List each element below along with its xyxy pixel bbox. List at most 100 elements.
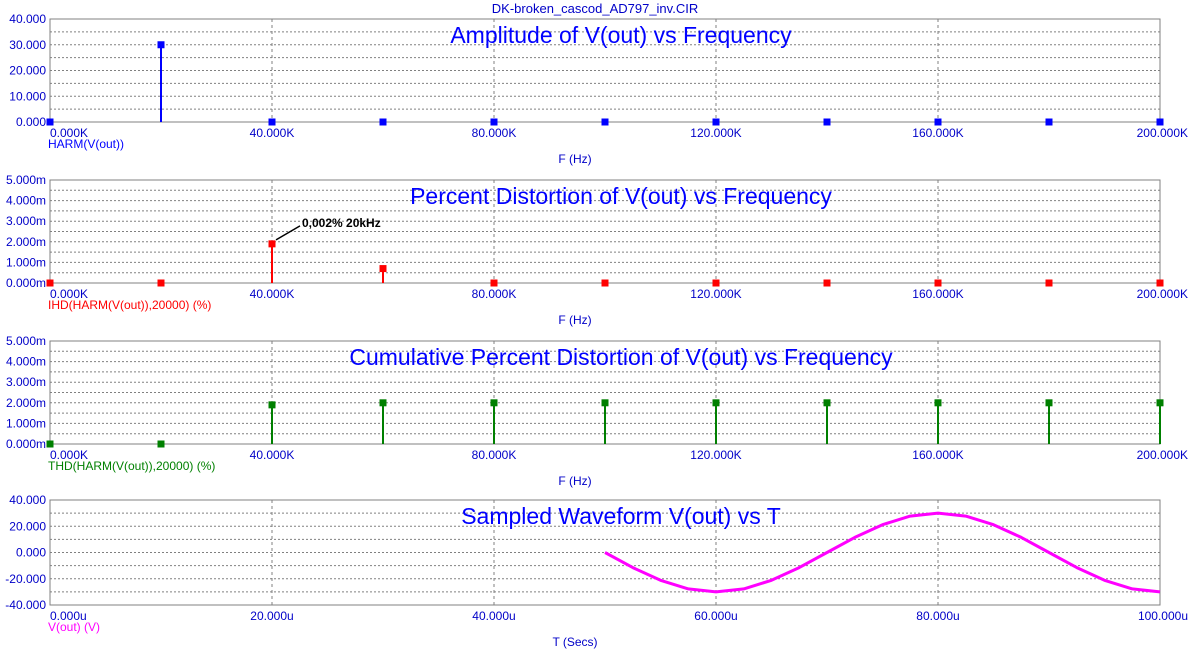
x-tick-label: 100.000u (1138, 609, 1188, 623)
bar-marker (1045, 279, 1053, 287)
y-tick-label: 20.000 (9, 519, 46, 533)
bar-marker (46, 440, 54, 448)
bar-marker (601, 279, 609, 287)
bar-marker (1045, 399, 1053, 407)
x-axis-label: T (Secs) (552, 635, 597, 649)
bar-marker (157, 279, 165, 287)
y-tick-label: 0.000m (6, 276, 46, 290)
x-tick-label: 80.000K (472, 126, 517, 140)
bar-marker (490, 279, 498, 287)
x-tick-label: 160.000K (912, 287, 963, 301)
x-tick-label: 0.000K (50, 287, 88, 301)
bar-marker (601, 399, 609, 407)
bar-marker (490, 118, 498, 126)
x-tick-label: 80.000K (472, 448, 517, 462)
series-label: V(out) (V) (48, 620, 100, 634)
series-label: THD(HARM(V(out)),20000) (%) (48, 459, 215, 473)
y-tick-label: 0.000 (16, 115, 46, 129)
y-tick-label: -40.000 (5, 598, 46, 612)
x-tick-label: 40.000K (250, 126, 295, 140)
plot-title: Sampled Waveform V(out) vs T (461, 503, 781, 529)
plot-panel-2: 0.000m 1.000m 2.000m 3.000m 4.000m 5.000m 0.00… (6, 173, 1188, 327)
plot-panel-3: 0.000m 1.000m 2.000m 3.000m 4.000m 5.000m 0.00… (6, 334, 1188, 488)
bar-marker (46, 118, 54, 126)
x-tick-label: 200.000K (1137, 448, 1188, 462)
x-tick-label: 160.000K (912, 126, 963, 140)
bar-marker (268, 401, 276, 409)
x-tick-label: 0.000K (50, 126, 88, 140)
bar-marker (823, 279, 831, 287)
x-tick-label: 160.000K (912, 448, 963, 462)
y-tick-label: 40.000 (9, 12, 46, 26)
series-line (604, 511, 1161, 594)
x-tick-label: 80.000K (472, 287, 517, 301)
plot-frame (49, 499, 1161, 606)
y-tick-label: 2.000m (6, 235, 46, 249)
y-tick-label: 3.000m (6, 375, 46, 389)
x-tick-label: 200.000K (1137, 126, 1188, 140)
bar-marker (934, 399, 942, 407)
bar-marker (46, 279, 54, 287)
y-tick-label: 0.000 (16, 546, 46, 560)
bar-marker (712, 118, 720, 126)
bar-marker (601, 118, 609, 126)
bar-marker (268, 118, 276, 126)
plot-title: Percent Distortion of V(out) vs Frequenc… (410, 183, 832, 209)
y-tick-label: 5.000m (6, 334, 46, 348)
x-axis-label: F (Hz) (558, 313, 591, 327)
y-tick-label: 5.000m (6, 173, 46, 187)
plot-panel-1: 0.000 10.000 20.000 30.000 40.000 0.000K 40.00… (9, 12, 1188, 166)
bar-marker (157, 41, 165, 49)
x-axis-label: F (Hz) (558, 474, 591, 488)
bar-marker (157, 440, 165, 448)
x-tick-label: 200.000K (1137, 287, 1188, 301)
x-tick-label: 40.000K (250, 287, 295, 301)
bar-marker (490, 399, 498, 407)
y-tick-label: 4.000m (6, 194, 46, 208)
x-tick-label: 120.000K (690, 448, 741, 462)
bar-marker (1156, 279, 1164, 287)
x-tick-label: 60.000u (694, 609, 737, 623)
x-tick-label: 20.000u (250, 609, 293, 623)
x-tick-label: 40.000K (250, 448, 295, 462)
bar-marker (1045, 118, 1053, 126)
bar-marker (379, 118, 387, 126)
x-axis-label: F (Hz) (558, 152, 591, 166)
bar-marker (268, 240, 276, 248)
x-tick-label: 120.000K (690, 126, 741, 140)
y-tick-label: 1.000m (6, 416, 46, 430)
plot-title: Cumulative Percent Distortion of V(out) … (349, 344, 893, 370)
annotation-leader (275, 225, 301, 241)
y-tick-label: 0.000m (6, 437, 46, 451)
bar-marker (712, 399, 720, 407)
annotation-label: 0,002% 20kHz (302, 216, 381, 230)
y-tick-label: 3.000m (6, 214, 46, 228)
bar-marker (823, 118, 831, 126)
y-tick-label: 30.000 (9, 38, 46, 52)
bar-marker (379, 265, 387, 273)
y-tick-label: 20.000 (9, 64, 46, 78)
bar-marker (712, 279, 720, 287)
y-tick-label: 40.000 (9, 493, 46, 507)
x-tick-label: 40.000u (472, 609, 515, 623)
y-tick-label: -20.000 (5, 572, 46, 586)
x-tick-label: 120.000K (690, 287, 741, 301)
plot-panel-4: -40.000 -20.000 0.000 20.000 40.000 0.000u 20.… (5, 493, 1188, 649)
series-label: HARM(V(out)) (48, 137, 124, 151)
y-tick-label: 4.000m (6, 355, 46, 369)
series-label: IHD(HARM(V(out)),20000) (%) (48, 298, 211, 312)
y-tick-label: 10.000 (9, 89, 46, 103)
y-tick-label: 2.000m (6, 396, 46, 410)
window-title: DK-broken_cascod_AD797_inv.CIR (491, 1, 699, 16)
bar-marker (379, 399, 387, 407)
x-tick-label: 0.000K (50, 448, 88, 462)
bar-marker (1156, 399, 1164, 407)
bar-marker (934, 118, 942, 126)
bar-marker (1156, 118, 1164, 126)
bar-marker (823, 399, 831, 407)
x-tick-label: 0.000u (50, 609, 87, 623)
bar-marker (934, 279, 942, 287)
y-tick-label: 1.000m (6, 255, 46, 269)
plot-title: Amplitude of V(out) vs Frequency (450, 22, 792, 48)
